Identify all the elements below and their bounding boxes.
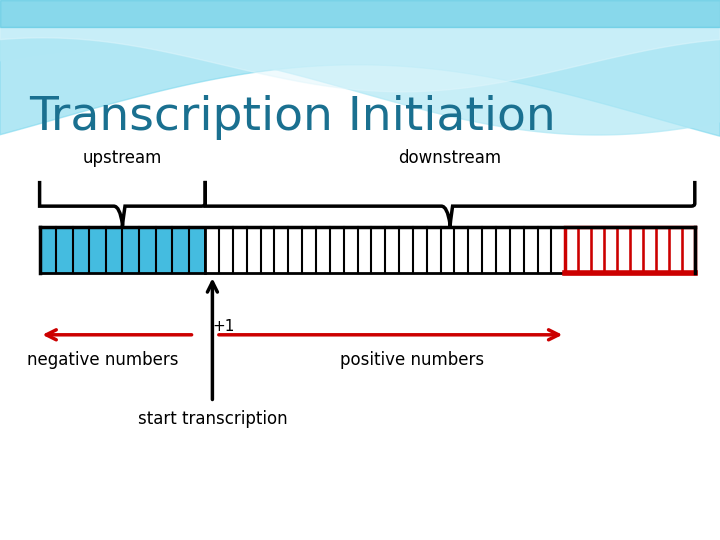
Text: downstream: downstream [398, 150, 502, 167]
Text: negative numbers: negative numbers [27, 351, 179, 369]
Bar [40, 227, 205, 273]
Text: Transcription Initiation: Transcription Initiation [29, 94, 556, 139]
Text: positive numbers: positive numbers [340, 351, 485, 369]
Text: start transcription: start transcription [138, 410, 287, 428]
Text: upstream: upstream [83, 150, 162, 167]
Bar [205, 227, 565, 273]
Text: +1: +1 [212, 319, 235, 334]
Bar [565, 227, 695, 273]
